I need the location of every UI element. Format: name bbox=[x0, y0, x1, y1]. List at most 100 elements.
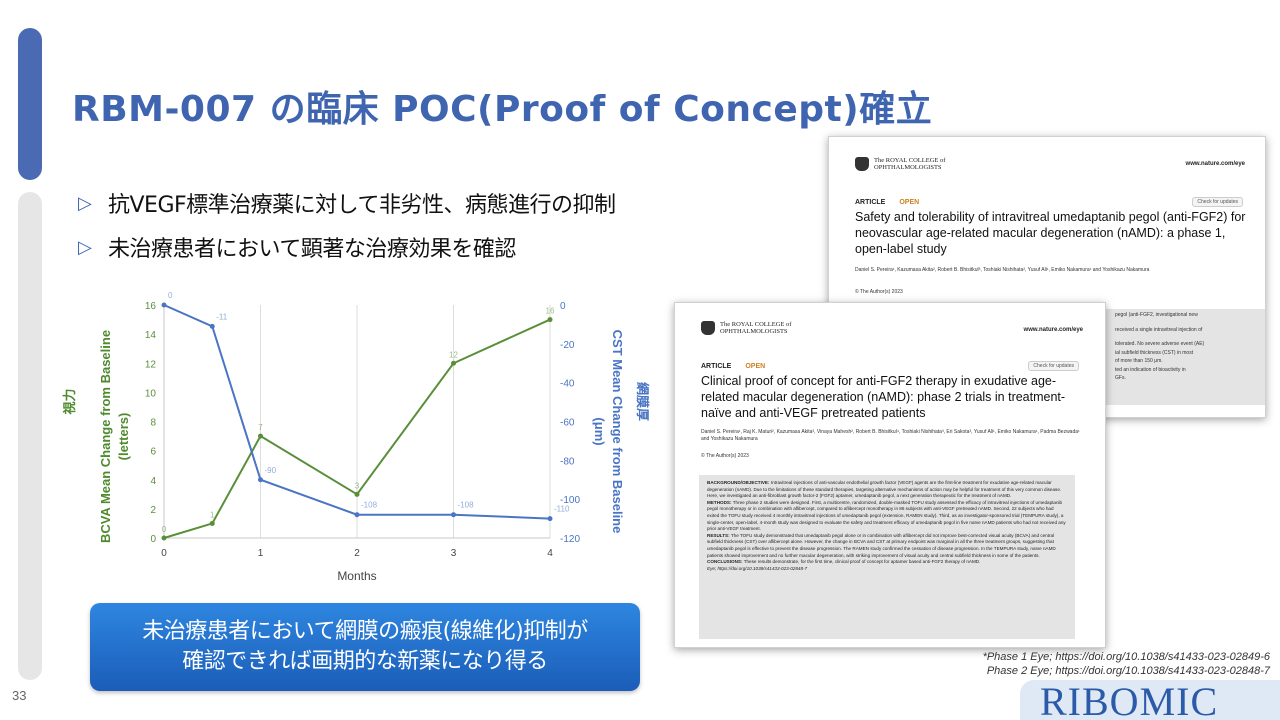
y-left-tick-label: 4 bbox=[150, 476, 156, 487]
series-1-point bbox=[354, 491, 360, 497]
paper-abstract: BACKGROUND/OBJECTIVE: Intravitreal injec… bbox=[699, 475, 1075, 639]
journal-url: www.nature.com/eye bbox=[1185, 161, 1245, 167]
x-tick-label: 2 bbox=[354, 548, 360, 559]
x-tick-label: 4 bbox=[547, 548, 553, 559]
series-1-data-label: 12 bbox=[449, 350, 458, 359]
abstract-methods: Three phase 2 studies were designed. Fir… bbox=[707, 499, 1066, 532]
page-number: 33 bbox=[12, 688, 27, 703]
abstract-results: The TOFU study demonstrated that umedapt… bbox=[707, 532, 1056, 558]
y-left-jp-title: 視力 bbox=[62, 388, 77, 415]
y-left-axis-title-unit: (letters) bbox=[116, 413, 131, 461]
series-2-data-label: -108 bbox=[458, 501, 475, 510]
x-tick-label: 0 bbox=[161, 548, 167, 559]
callout-box: 未治療患者において網膜の瘢痕(線維化)抑制が 確認できれば画期的な新薬になり得る bbox=[90, 603, 640, 691]
org-name: The ROYAL COLLEGE of OPHTHALMOLOGISTS bbox=[874, 157, 945, 171]
bullet-item: ▷ 未治療患者において顕著な治療効果を確認 bbox=[78, 230, 616, 264]
callout-line-2: 確認できれば画期的な新薬になり得る bbox=[182, 649, 548, 674]
y-right-axis-title-unit: (μm) bbox=[592, 417, 607, 445]
check-updates-badge: Check for updates bbox=[1028, 361, 1079, 371]
series-1-data-label: 7 bbox=[258, 423, 263, 432]
journal-url: www.nature.com/eye bbox=[1023, 327, 1083, 333]
y-right-jp-title: 網膜厚 bbox=[635, 382, 650, 421]
series-2-point bbox=[451, 512, 456, 518]
logo-background bbox=[1020, 680, 1280, 720]
abstract-fragment-line: tolerated. No severe adverse event (AE) bbox=[1115, 341, 1205, 347]
x-axis-title: Months bbox=[337, 569, 376, 583]
paper-doi: Eye; https://doi.org/10.1038/s41433-023-… bbox=[707, 565, 808, 571]
article-type: ARTICLE OPEN bbox=[701, 363, 765, 370]
y-left-tick-label: 12 bbox=[145, 359, 157, 370]
y-right-tick-label: -80 bbox=[560, 456, 575, 467]
series-2-point bbox=[258, 477, 263, 483]
series-2-data-label: 0 bbox=[168, 291, 173, 300]
org-line-2: OPHTHALMOLOGISTS bbox=[874, 164, 942, 171]
reference-phase1: *Phase 1 Eye; https://doi.org/10.1038/s4… bbox=[982, 651, 1270, 663]
y-left-tick-label: 10 bbox=[145, 388, 157, 399]
series-2-data-label: -11 bbox=[216, 312, 228, 321]
abstract-background: Intravitreal injections of anti-vascular… bbox=[707, 480, 1062, 499]
series-2-data-label: -110 bbox=[554, 505, 570, 514]
y-right-tick-label: -40 bbox=[560, 379, 575, 390]
series-2-point bbox=[161, 302, 167, 308]
y-left-tick-label: 0 bbox=[150, 534, 156, 545]
references: *Phase 1 Eye; https://doi.org/10.1038/s4… bbox=[983, 650, 1270, 678]
series-1-point bbox=[209, 520, 215, 526]
article-label: ARTICLE bbox=[855, 199, 886, 206]
series-2-point bbox=[547, 516, 553, 522]
series-2-data-label: -90 bbox=[265, 466, 277, 475]
rco-logo: The ROYAL COLLEGE of OPHTHALMOLOGISTS bbox=[701, 321, 791, 335]
bullet-text: 抗VEGF標準治療薬に対して非劣性、病態進行の抑制 bbox=[108, 193, 616, 218]
triangle-bullet-icon: ▷ bbox=[78, 236, 92, 258]
y-left-tick-label: 16 bbox=[145, 301, 157, 312]
y-left-tick-label: 6 bbox=[150, 447, 156, 458]
paper-copyright: © The Author(s) 2023 bbox=[855, 289, 903, 295]
paper-title: Clinical proof of concept for anti-FGF2 … bbox=[701, 374, 1066, 420]
slide-title: RBM-007 の臨床 POC(Proof of Concept)確立 bbox=[72, 89, 933, 130]
side-accent-bar bbox=[18, 28, 42, 180]
y-right-tick-label: -20 bbox=[560, 340, 575, 351]
bullet-text: 未治療患者において顕著な治療効果を確認 bbox=[108, 237, 516, 262]
series-1-point bbox=[547, 317, 553, 323]
y-right-tick-label: -100 bbox=[560, 495, 580, 506]
reference-phase2: Phase 2 Eye; https://doi.org/10.1038/s41… bbox=[986, 665, 1270, 677]
series-1-data-label: 16 bbox=[546, 307, 555, 316]
y-left-axis-title: BCVA Mean Change from Baseline bbox=[98, 330, 113, 543]
paper-authors: Daniel S. Pereira¹, Raj K. Maturi², Kazu… bbox=[701, 429, 1080, 442]
abstract-fragment-line: ial subfield thickness (CST) in most bbox=[1115, 349, 1194, 356]
x-tick-label: 1 bbox=[258, 548, 264, 559]
article-label: ARTICLE bbox=[701, 363, 732, 370]
series-1-point bbox=[161, 535, 167, 541]
series-2-point bbox=[354, 512, 360, 518]
x-tick-label: 3 bbox=[451, 548, 457, 559]
abstract-methods-label: METHODS: bbox=[707, 499, 732, 505]
paper-title: Safety and tolerability of intravitreal … bbox=[855, 210, 1246, 256]
bullet-item: ▷ 抗VEGF標準治療薬に対して非劣性、病態進行の抑制 bbox=[78, 186, 616, 220]
open-access-label: OPEN bbox=[745, 363, 766, 370]
abstract-results-label: RESULTS: bbox=[707, 532, 730, 538]
series-2-line bbox=[163, 304, 551, 520]
abstract-conclusions-label: CONCLUSIONS: bbox=[707, 559, 743, 565]
org-line-2: OPHTHALMOLOGISTS bbox=[720, 328, 788, 335]
y-left-tick-label: 8 bbox=[150, 418, 156, 429]
series-1-data-label: 1 bbox=[210, 510, 215, 519]
abstract-fragment-line: pegol (anti-FGF2, investigational new bbox=[1115, 312, 1198, 318]
bullet-list: ▷ 抗VEGF標準治療薬に対して非劣性、病態進行の抑制 ▷ 未治療患者において顕… bbox=[78, 186, 616, 274]
crest-icon bbox=[855, 157, 869, 171]
abstract-fragment-line: GFs. bbox=[1115, 375, 1126, 381]
abstract-fragment-line: received a single intravitreal injection… bbox=[1115, 326, 1203, 333]
y-right-tick-label: 0 bbox=[560, 301, 566, 312]
y-right-tick-label: -120 bbox=[560, 534, 580, 545]
triangle-bullet-icon: ▷ bbox=[78, 192, 92, 214]
ribomic-logo: RIBOMIC bbox=[1040, 679, 1219, 720]
check-updates-badge: Check for updates bbox=[1192, 197, 1243, 207]
y-right-tick-label: -60 bbox=[560, 418, 575, 429]
y-right-axis-title: CST Mean Change from Baseline bbox=[610, 330, 625, 534]
series-1-data-label: 0 bbox=[162, 525, 167, 534]
series-1-data-label: 3 bbox=[355, 481, 360, 490]
series-1-line bbox=[163, 318, 551, 539]
org-name: The ROYAL COLLEGE of OPHTHALMOLOGISTS bbox=[720, 321, 791, 335]
phase2-paper-image: The ROYAL COLLEGE of OPHTHALMOLOGISTS ww… bbox=[674, 302, 1106, 648]
org-line-1: The ROYAL COLLEGE of bbox=[720, 321, 792, 328]
abstract-fragment-line: of more than 150 μm. bbox=[1115, 358, 1163, 364]
